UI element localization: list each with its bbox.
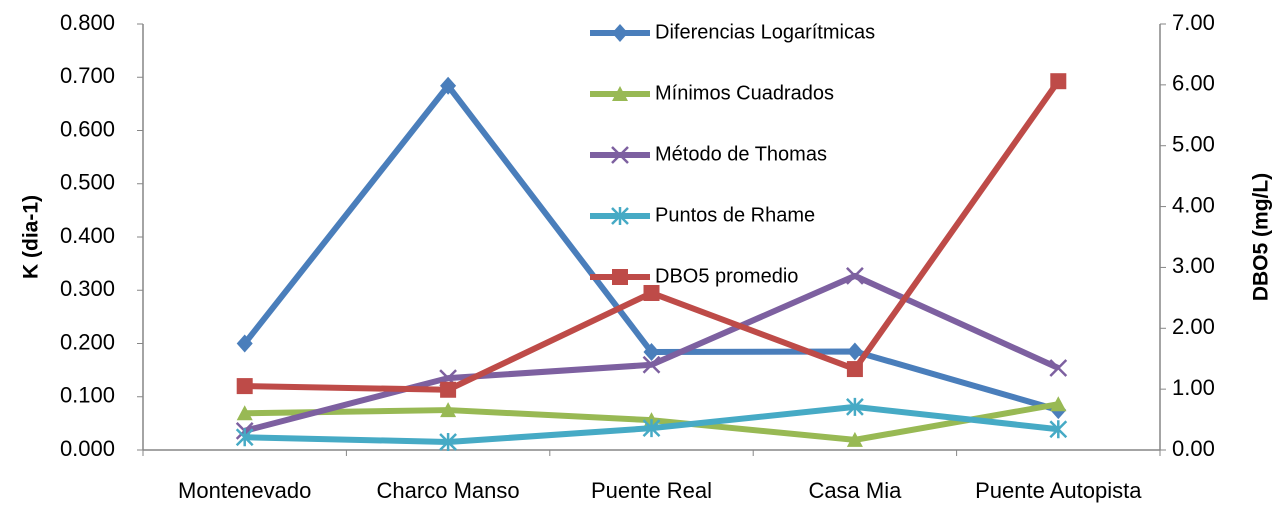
y-tick-label: 0.600 (60, 116, 115, 141)
y2-axis-label: DBO5 (mg/L) (1250, 173, 1273, 301)
marker (642, 355, 661, 374)
marker (846, 266, 864, 285)
marker (643, 284, 660, 301)
y2-tick-label: 1.00 (1172, 375, 1215, 400)
y2-tick-label: 4.00 (1172, 192, 1215, 217)
y-tick-label: 0.100 (60, 383, 115, 408)
marker (1049, 359, 1068, 377)
y-axis-label: K (dia-1) (20, 195, 43, 279)
marker (611, 207, 629, 225)
marker (235, 428, 254, 447)
marker (440, 76, 457, 95)
y-tick-label: 0.400 (60, 223, 115, 248)
y2-tick-label: 7.00 (1172, 10, 1215, 35)
marker (612, 86, 628, 101)
y2-tick-label: 3.00 (1172, 253, 1215, 278)
marker (440, 381, 457, 398)
marker (440, 402, 457, 418)
y2-tick-label: 5.00 (1172, 132, 1215, 157)
marker (236, 334, 253, 353)
legend-label: Diferencias Logarítmicas (655, 21, 875, 43)
y-tick-label: 0.800 (60, 10, 115, 35)
marker (1050, 396, 1067, 412)
marker (643, 343, 660, 362)
marker (846, 342, 863, 361)
series-line (242, 82, 1060, 413)
marker (846, 431, 863, 447)
y-tick-label: 0.700 (60, 63, 115, 88)
legend-label: Mínimos Cuadrados (655, 82, 834, 104)
y2-tick-label: 6.00 (1172, 71, 1215, 96)
marker (612, 24, 628, 42)
marker (846, 361, 863, 378)
legend-label: Método de Thomas (655, 143, 827, 165)
y2-tick-label: 0.00 (1172, 436, 1215, 461)
marker (236, 405, 253, 421)
marker (439, 433, 457, 452)
x-tick-label: Charco Manso (377, 478, 520, 503)
marker (236, 378, 253, 395)
x-tick-label: Puente Real (591, 478, 712, 503)
y-tick-label: 0.500 (60, 170, 115, 195)
y-tick-label: 0.300 (60, 276, 115, 301)
legend-label: Puntos de Rhame (655, 204, 815, 226)
marker (846, 397, 864, 416)
marker (1050, 73, 1067, 90)
marker (642, 419, 661, 438)
y-tick-label: 0.200 (60, 329, 115, 354)
marker (612, 269, 628, 285)
legend-label: DBO5 promedio (655, 265, 798, 287)
marker (1049, 420, 1068, 439)
y2-tick-label: 2.00 (1172, 314, 1215, 339)
x-tick-label: Casa Mia (808, 478, 902, 503)
x-tick-label: Montenevado (178, 478, 311, 503)
marker (611, 146, 629, 164)
x-tick-label: Puente Autopista (975, 478, 1142, 503)
y-tick-label: 0.000 (60, 436, 115, 461)
